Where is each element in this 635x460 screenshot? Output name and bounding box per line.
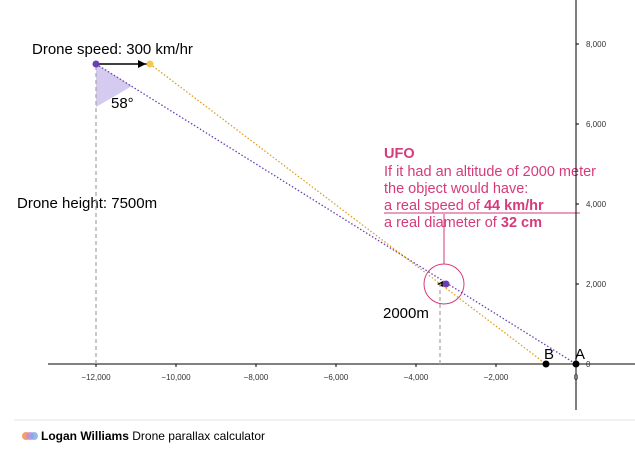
angle-wedge [96,64,132,107]
height-label: Drone height: 7500m [17,195,157,212]
x-tick-label: −2,000 [484,373,509,382]
ufo-speed-value: 44 km/hr [484,198,544,214]
ufo-diameter: a real diameter of 32 cm [384,215,542,231]
altitude-label: 2000m [383,305,429,322]
ufo-diameter-text: a real diameter of [384,215,501,231]
ufo-diameter-value: 32 cm [501,215,542,231]
point-a-label: A [575,346,585,363]
x-tick-label: −6,000 [324,373,349,382]
footer: Logan Williams Drone parallax calculator [41,429,265,443]
point-b-label: B [544,346,554,363]
point [146,60,154,68]
y-tick-label: 2,000 [586,280,607,289]
y-tick-label: 8,000 [586,40,607,49]
ufo-speed: a real speed of 44 km/hr [384,198,544,214]
y-tick-label: 0 [586,360,591,369]
point [92,60,100,68]
line [95,63,577,365]
point [442,280,450,288]
ufo-line: the object would have: [384,181,528,197]
line [149,63,547,365]
ufo-title: UFO [384,146,415,162]
author[interactable]: Logan Williams [41,429,129,443]
ufo-line: If it had an altitude of 2000 meter [384,164,596,180]
calc-title: Drone parallax calculator [132,429,265,443]
x-tick-label: 0 [574,373,579,382]
point [572,360,580,368]
x-tick-label: −12,000 [81,373,111,382]
arrowhead [138,60,146,68]
y-tick-label: 4,000 [586,200,607,209]
avatar [30,432,38,440]
angle-label: 58° [111,95,134,112]
x-tick-label: −4,000 [404,373,429,382]
point [542,360,550,368]
y-tick-label: 6,000 [586,120,607,129]
ufo-speed-text: a real speed of [384,198,484,214]
x-tick-label: −10,000 [161,373,191,382]
x-tick-label: −8,000 [244,373,269,382]
speed-label: Drone speed: 300 km/hr [32,41,193,58]
